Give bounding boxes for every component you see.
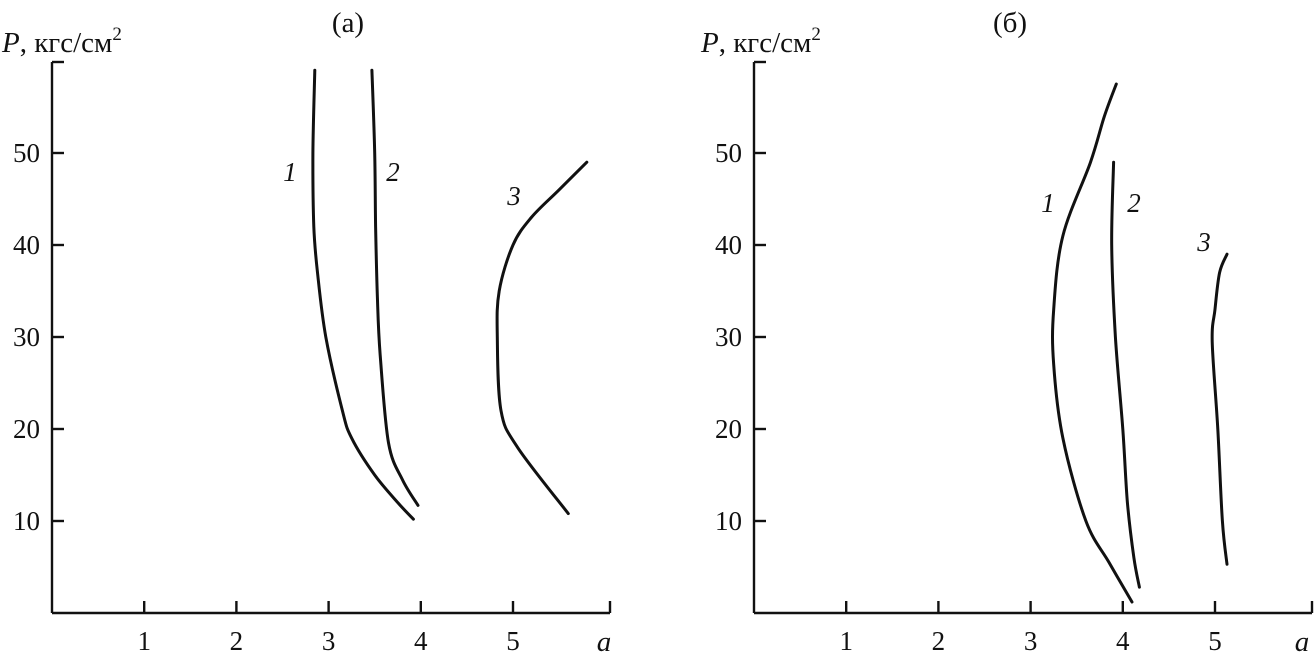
y-tick-label: 30 — [715, 322, 742, 352]
x-tick-label: 2 — [230, 626, 244, 656]
x-tick-label: 4 — [414, 626, 428, 656]
panel-b-y-axis-variable: P — [700, 27, 719, 59]
panel-b-title: (б) — [993, 7, 1027, 39]
panel-a-y-axis-unit-exponent: 2 — [112, 24, 122, 45]
y-tick-label: 50 — [13, 138, 40, 168]
y-tick-label: 40 — [715, 230, 742, 260]
y-tick-label: 50 — [715, 138, 742, 168]
series-1-label: 1 — [283, 157, 297, 187]
panel-a-x-axis-title: a — [597, 626, 612, 658]
x-tick-label: 1 — [839, 626, 853, 656]
series-3-line — [1210, 252, 1229, 566]
x-tick-label: 5 — [506, 626, 520, 656]
panel-b-y-axis-unit-exponent: 2 — [811, 24, 821, 45]
series-2-line — [370, 68, 420, 507]
panel-b-x-axis-title: a — [1295, 626, 1310, 658]
x-tick-label: 5 — [1208, 626, 1222, 656]
panel-b-y-axis-unit: , кгс/см — [719, 27, 812, 59]
series-2-line — [1110, 160, 1141, 589]
x-tick-label: 4 — [1116, 626, 1130, 656]
series-1-label: 1 — [1041, 188, 1055, 218]
x-tick-label: 1 — [137, 626, 151, 656]
panel-a-y-axis-title: P, кгс/см2 — [1, 24, 122, 59]
series-1-line — [311, 68, 415, 521]
y-tick-label: 30 — [13, 322, 40, 352]
y-tick-label: 10 — [13, 506, 40, 536]
panel-a-title: (а) — [332, 7, 364, 39]
series-3-label: 3 — [1196, 227, 1211, 257]
x-tick-label: 2 — [932, 626, 946, 656]
series-2-label: 2 — [1127, 188, 1141, 218]
y-tick-label: 10 — [715, 506, 742, 536]
series-3-label: 3 — [506, 181, 521, 211]
series-2-label: 2 — [386, 157, 400, 187]
series-3-line — [495, 160, 589, 516]
y-tick-label: 40 — [13, 230, 40, 260]
series-1-line — [1051, 82, 1134, 604]
panel-a-y-axis-unit: , кгс/см — [20, 27, 113, 59]
y-tick-label: 20 — [13, 414, 40, 444]
panel-a-y-axis-variable: P — [1, 27, 20, 59]
y-tick-label: 20 — [715, 414, 742, 444]
x-tick-label: 3 — [1024, 626, 1038, 656]
panel-b-y-axis-title: P, кгс/см2 — [700, 24, 821, 59]
x-tick-label: 3 — [322, 626, 336, 656]
